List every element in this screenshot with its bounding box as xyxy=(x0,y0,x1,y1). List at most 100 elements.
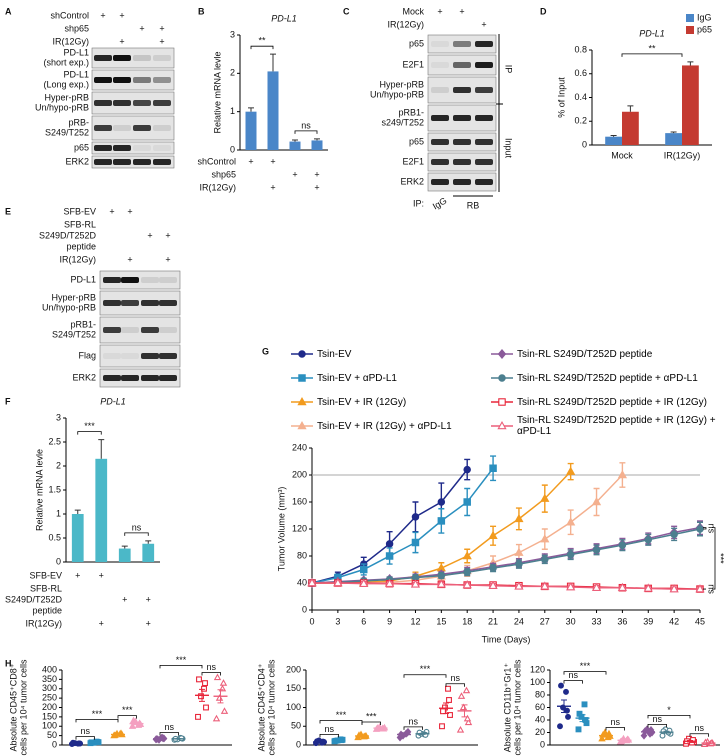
significance-bracket xyxy=(159,732,179,736)
blot-band xyxy=(133,145,151,151)
legend-label: Tsin-RL S249D/T252D peptide + IR (12Gy) … xyxy=(517,415,716,437)
y-tick-label: 0 xyxy=(230,144,235,154)
error-bar xyxy=(603,734,609,738)
marker xyxy=(592,546,601,554)
bar xyxy=(622,111,639,145)
marker xyxy=(213,673,222,681)
x-tick-label: 45 xyxy=(695,616,705,626)
blot-band xyxy=(431,41,449,47)
y-tick-label: 40 xyxy=(535,714,545,724)
blot-label: ERK2 xyxy=(65,156,89,166)
x-tick-label: 15 xyxy=(436,616,446,626)
marker xyxy=(566,517,576,526)
blot-band xyxy=(475,179,493,185)
marker xyxy=(410,579,421,588)
blot-band xyxy=(141,277,159,283)
blot-band xyxy=(113,145,131,151)
significance-label: *** xyxy=(122,705,133,715)
blot-band xyxy=(153,125,171,131)
y-tick-label: 0 xyxy=(582,139,587,149)
marker xyxy=(498,398,506,406)
error-bar xyxy=(621,739,628,742)
condition-mark: + xyxy=(99,618,104,628)
marker xyxy=(514,513,524,523)
blot-label: ERK2 xyxy=(72,372,96,382)
significance-label: *** xyxy=(84,421,95,431)
legend-label: Tsin-EV + IR (12Gy) + αPD-L1 xyxy=(317,420,452,432)
blot-label: Hyper-pRB xyxy=(379,79,424,89)
marker xyxy=(202,680,208,687)
marker xyxy=(307,578,317,587)
condition-mark: + xyxy=(100,10,105,20)
ip-label: IP: xyxy=(413,198,424,208)
marker xyxy=(558,682,564,689)
marker xyxy=(201,685,207,692)
blot-band xyxy=(431,62,449,68)
y-tick-label: 0.6 xyxy=(574,68,587,78)
condition-label: SFB-EV xyxy=(63,206,96,216)
legend-icon xyxy=(291,397,313,406)
blot-band xyxy=(153,55,171,61)
blot-band xyxy=(475,62,493,68)
marker xyxy=(203,704,209,711)
condition-mark: + xyxy=(314,182,319,192)
y-tick-label: 1.5 xyxy=(48,484,61,494)
condition-mark: + xyxy=(75,570,80,580)
blot-band xyxy=(475,139,493,145)
marker xyxy=(445,685,451,692)
marker xyxy=(670,530,678,539)
significance-bracket xyxy=(563,671,607,675)
y-tick-label: 3 xyxy=(230,29,235,39)
blot-label: Flag xyxy=(78,350,96,360)
condition-label: SFB-RL xyxy=(30,583,62,593)
marker xyxy=(565,713,571,720)
condition-label: peptide xyxy=(66,241,96,251)
marker xyxy=(195,713,201,720)
x-tick-label: 9 xyxy=(387,616,392,626)
significance-bracket xyxy=(77,431,102,435)
chart-title: PD-L1 xyxy=(100,396,126,406)
significance-bracket xyxy=(605,727,625,731)
bar xyxy=(71,514,84,562)
error-bar xyxy=(645,730,651,734)
y-tick-label: 350 xyxy=(42,674,57,684)
legend-icon xyxy=(491,398,513,406)
x-tick-label: 12 xyxy=(410,616,420,626)
y-tick-label: 0 xyxy=(540,739,545,749)
y-tick-label: 0 xyxy=(296,739,301,749)
condition-label: IR(12Gy) xyxy=(52,36,89,46)
blot-band xyxy=(453,87,471,93)
condition-label: IR(12Gy) xyxy=(387,19,424,29)
significance-label: ns xyxy=(301,120,311,130)
blot-label: E2F1 xyxy=(402,156,424,166)
marker xyxy=(359,565,368,574)
marker xyxy=(541,555,549,564)
significance-label: ns xyxy=(707,524,717,534)
marker xyxy=(644,536,653,544)
blot-label: Un/hypo-pRB xyxy=(370,89,424,99)
condition-mark: + xyxy=(99,570,104,580)
significance-bracket xyxy=(250,45,274,50)
y-tick-label: 50 xyxy=(47,730,57,740)
condition-mark: + xyxy=(159,36,164,46)
significance-bracket xyxy=(689,733,709,737)
error-bar xyxy=(705,742,712,744)
significance-bracket xyxy=(647,714,691,719)
y-axis-label: Absolute CD45⁺CD8⁺ xyxy=(8,663,18,751)
blot-band xyxy=(431,139,449,145)
significance-label: *** xyxy=(336,710,347,720)
y-tick-label: 100 xyxy=(42,721,57,731)
error-bar xyxy=(610,135,617,137)
marker xyxy=(384,578,395,587)
significance-label: ns xyxy=(324,724,334,734)
blot-band xyxy=(431,115,449,121)
condition-mark: + xyxy=(127,254,132,264)
y-tick-label: 0.5 xyxy=(48,532,61,542)
condition-mark: + xyxy=(159,23,164,33)
bar xyxy=(118,548,131,562)
x-tick-label: 30 xyxy=(566,616,576,626)
legend-item: Tsin-RL S249D/T252D peptide + IR (12Gy) xyxy=(490,390,722,414)
marker xyxy=(298,350,306,358)
y-tick-label: 0 xyxy=(302,604,307,614)
